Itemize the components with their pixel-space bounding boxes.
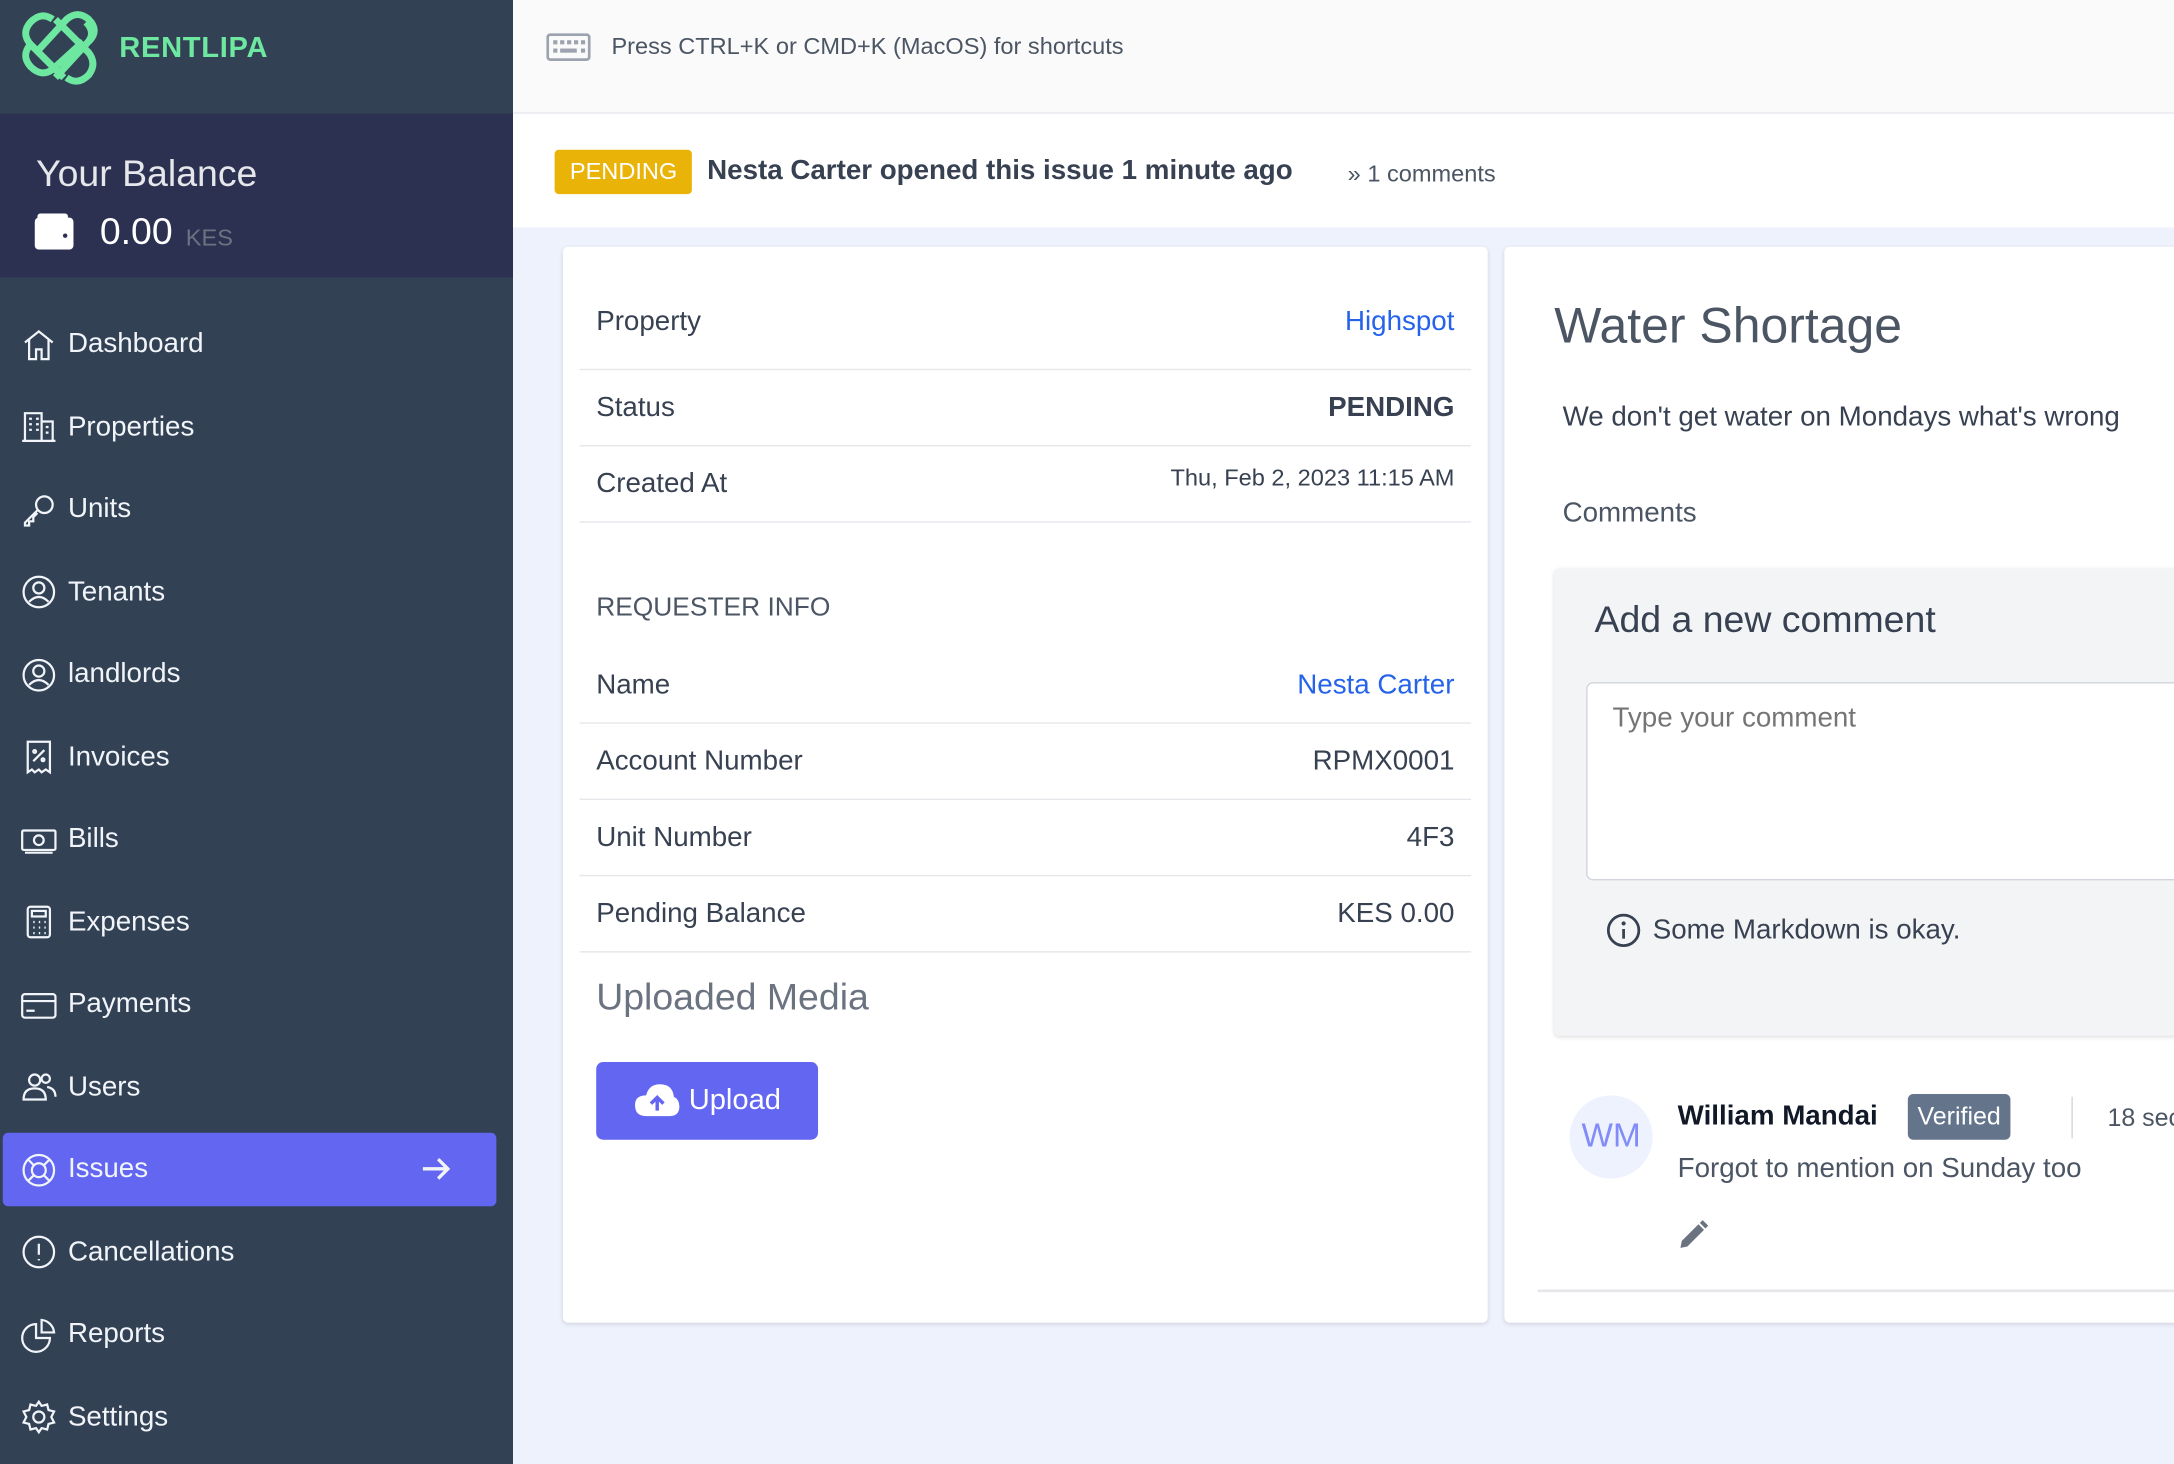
sidebar-item-users[interactable]: Users xyxy=(3,1050,497,1123)
avatar-initials: WM xyxy=(1581,1117,1641,1155)
sidebar-item-label: Users xyxy=(67,1071,141,1102)
created-value: Thu, Feb 2, 2023 11:15 AM xyxy=(1170,464,1455,491)
comment-time: 18 sec xyxy=(2107,1103,2174,1132)
sidebar: RENTLIPA Your Balance 0.00 KES Dashboard… xyxy=(0,0,514,1464)
property-link[interactable]: Highspot xyxy=(1344,305,1455,337)
receipt-icon xyxy=(26,740,52,775)
sidebar-item-label: Issues xyxy=(67,1153,149,1185)
issue-opened-text: Nesta Carter opened this issue 1 minute … xyxy=(707,155,1293,186)
logo[interactable]: RENTLIPA xyxy=(17,6,269,92)
sidebar-item-reports[interactable]: Reports xyxy=(3,1298,497,1371)
sidebar-item-payments[interactable]: Payments xyxy=(3,968,497,1041)
key-icon xyxy=(23,494,54,526)
uploaded-media-heading: Uploaded Media xyxy=(596,976,869,1018)
arrow-right-icon xyxy=(422,1157,451,1180)
pie-chart-icon xyxy=(21,1318,56,1353)
rentlipa-logo-icon xyxy=(22,11,98,85)
name-label: Name xyxy=(596,668,671,700)
sidebar-item-landlords[interactable]: landlords xyxy=(3,638,497,711)
status-value: PENDING xyxy=(1328,391,1455,423)
balance-title: Your Balance xyxy=(36,152,258,195)
pending-balance-label: Pending Balance xyxy=(596,897,806,929)
sidebar-item-label: landlords xyxy=(67,658,181,690)
sidebar-item-label: Settings xyxy=(67,1401,169,1432)
calculator-icon xyxy=(26,905,52,939)
balance-amount: 0.00 xyxy=(99,210,173,253)
issue-title: Water Shortage xyxy=(1554,296,1902,354)
add-comment-title: Add a new comment xyxy=(1594,598,1936,641)
comment-author[interactable]: William Mandai xyxy=(1677,1100,1878,1132)
unit-value: 4F3 xyxy=(1406,821,1455,853)
building-icon xyxy=(22,412,56,443)
home-icon xyxy=(24,329,54,360)
topbar: Press CTRL+K or CMD+K (MacOS) for shortc… xyxy=(513,0,2174,114)
issue-main-card: Water Shortage We don't get water on Mon… xyxy=(1504,246,2174,1323)
user-circle-icon xyxy=(22,575,56,609)
sidebar-item-label: Tenants xyxy=(67,576,166,607)
sidebar-item-properties[interactable]: Properties xyxy=(3,390,497,463)
credit-card-icon xyxy=(21,992,57,1019)
comment-text: Forgot to mention on Sunday too xyxy=(1677,1153,2082,1185)
sidebar-nav: Dashboard Properties Units Tenants landlords… xyxy=(0,308,513,1463)
issue-header: PENDING Nesta Carter opened this issue 1… xyxy=(513,113,2174,228)
exclamation-circle-icon xyxy=(22,1235,56,1269)
brand-name: RENTLIPA xyxy=(119,31,269,64)
status-badge: PENDING xyxy=(554,149,693,195)
add-comment-panel: Add a new comment Some Markdown is okay. xyxy=(1554,568,2174,1036)
wallet-icon xyxy=(34,213,74,250)
balance-currency: KES xyxy=(185,224,233,251)
pending-balance-value: KES 0.00 xyxy=(1337,897,1455,929)
pencil-icon[interactable] xyxy=(1678,1220,1709,1251)
balance-panel: Your Balance 0.00 KES xyxy=(0,113,514,278)
divider xyxy=(2071,1096,2073,1139)
comment-input[interactable] xyxy=(1586,682,2174,881)
unit-label: Unit Number xyxy=(596,821,752,853)
comments-count[interactable]: » 1 comments xyxy=(1347,160,1496,188)
sidebar-item-label: Invoices xyxy=(67,741,170,772)
gear-icon xyxy=(21,1399,56,1435)
account-value: RPMX0001 xyxy=(1312,745,1455,776)
sidebar-item-label: Dashboard xyxy=(67,328,204,360)
sidebar-item-label: Reports xyxy=(67,1318,166,1350)
cloud-upload-icon xyxy=(634,1084,679,1117)
sidebar-item-cancellations[interactable]: Cancellations xyxy=(3,1215,497,1288)
cash-icon xyxy=(21,828,57,854)
sidebar-item-label: Expenses xyxy=(67,906,190,937)
markdown-note: Some Markdown is okay. xyxy=(1652,915,1961,946)
keyboard-icon xyxy=(546,33,591,62)
comment-item: WM William Mandai Verified 18 sec Forgot… xyxy=(1537,1065,2174,1293)
comments-heading: Comments xyxy=(1562,497,1697,529)
users-icon xyxy=(22,1073,57,1101)
requester-heading: REQUESTER INFO xyxy=(596,593,831,623)
user-circle-icon xyxy=(22,658,56,691)
verified-badge: Verified xyxy=(1907,1093,2011,1140)
requester-name-link[interactable]: Nesta Carter xyxy=(1297,668,1455,700)
avatar: WM xyxy=(1569,1095,1653,1179)
created-label: Created At xyxy=(596,467,728,499)
sidebar-item-bills[interactable]: Bills xyxy=(3,803,497,876)
info-icon xyxy=(1606,913,1641,947)
sidebar-item-units[interactable]: Units xyxy=(3,473,497,546)
account-label: Account Number xyxy=(596,745,803,776)
property-label: Property xyxy=(596,305,702,337)
sidebar-item-invoices[interactable]: Invoices xyxy=(3,720,497,793)
status-label: Status xyxy=(596,391,675,423)
sidebar-item-settings[interactable]: Settings xyxy=(3,1380,497,1453)
sidebar-item-dashboard[interactable]: Dashboard xyxy=(3,308,497,381)
sidebar-item-label: Cancellations xyxy=(67,1236,235,1267)
sidebar-item-label: Bills xyxy=(67,823,119,855)
sidebar-item-issues[interactable]: Issues xyxy=(2,1132,497,1207)
sidebar-item-label: Properties xyxy=(67,411,195,442)
sidebar-item-tenants[interactable]: Tenants xyxy=(3,555,497,628)
upload-label: Upload xyxy=(688,1084,781,1117)
sidebar-item-label: Payments xyxy=(67,988,192,1020)
lifebuoy-icon xyxy=(22,1153,56,1186)
shortcut-hint: Press CTRL+K or CMD+K (MacOS) for shortc… xyxy=(611,33,1124,60)
sidebar-item-label: Units xyxy=(67,493,132,525)
issue-details-card: Property Highspot Status PENDING Created A… xyxy=(562,246,1488,1323)
issue-description: We don't get water on Mondays what's wro… xyxy=(1562,402,2120,433)
sidebar-item-expenses[interactable]: Expenses xyxy=(3,885,497,958)
upload-button[interactable]: Upload xyxy=(596,1062,819,1140)
